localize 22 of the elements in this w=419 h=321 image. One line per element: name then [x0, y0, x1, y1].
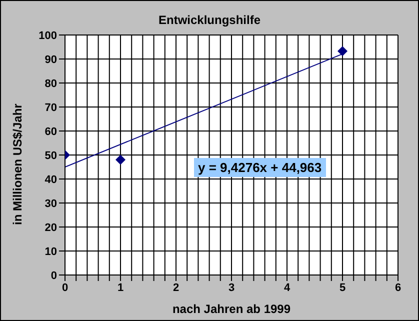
y-tick-label: 30	[44, 198, 57, 210]
y-tick-label: 20	[44, 222, 57, 234]
x-tick-label: 6	[394, 282, 402, 294]
x-tick-label: 2	[172, 282, 180, 294]
x-axis-title: nach Jahren ab 1999	[172, 302, 291, 316]
x-tick-label: 4	[284, 282, 291, 294]
x-tick-label: 0	[62, 282, 68, 294]
x-tick-label: 5	[339, 282, 346, 294]
y-tick-label: 100	[38, 30, 57, 42]
y-tick-label: 70	[44, 102, 57, 114]
y-tick-label: 40	[44, 174, 57, 186]
chart-title: Entwicklungshilfe	[157, 13, 262, 27]
y-axis-title: in Millionen US$/Jahr	[10, 103, 24, 225]
y-tick-label: 50	[44, 150, 57, 162]
y-tick-label: 10	[44, 246, 57, 258]
x-tick-label: 3	[228, 282, 235, 294]
annotation: y = 9,4276x + 44,963	[194, 158, 326, 177]
x-tick-label: 1	[117, 282, 124, 294]
y-tick-label: 80	[44, 78, 57, 90]
y-tick-label: 0	[50, 270, 57, 282]
y-tick-label: 60	[44, 126, 57, 138]
y-tick-label: 90	[44, 54, 57, 66]
